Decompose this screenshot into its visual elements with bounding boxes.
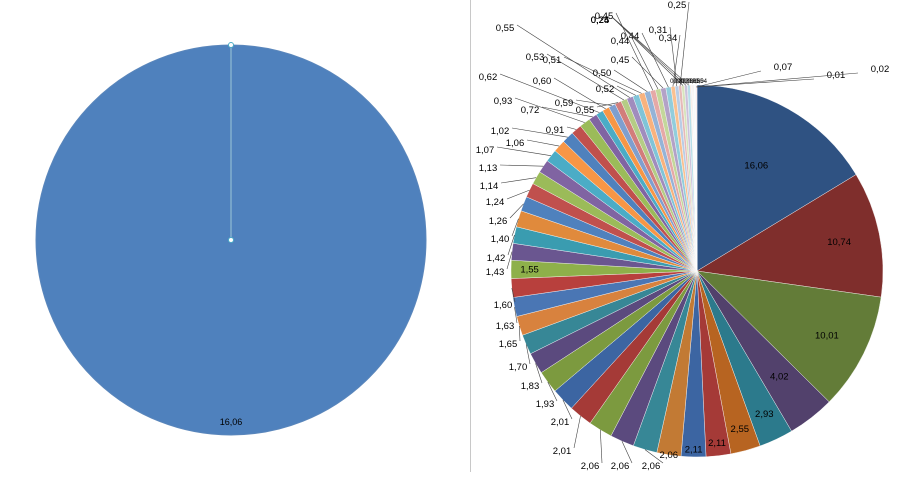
data-label-10: 2,06	[611, 461, 630, 472]
data-label-35: 0,60	[533, 76, 552, 87]
leader-line-62	[697, 79, 814, 87]
data-label-4: 2,93	[755, 409, 774, 420]
data-label-1: 10,74	[827, 237, 851, 248]
data-label-5: 2,55	[731, 424, 750, 435]
data-label-11: 2,06	[581, 461, 600, 472]
data-label-14: 1,93	[536, 399, 555, 410]
data-label-33: 0,72	[521, 105, 540, 116]
data-label-9: 2,06	[642, 461, 661, 472]
data-label-26: 1,14	[480, 181, 499, 192]
data-label-36: 0,59	[555, 98, 574, 109]
leader-line-49	[680, 2, 689, 86]
leader-line-29	[527, 140, 559, 146]
data-label-3: 4,02	[770, 372, 789, 383]
selection-handle	[229, 43, 234, 48]
leader-line-43	[616, 13, 653, 90]
data-label-29: 1,06	[506, 138, 525, 149]
data-label-41: 0,51	[543, 55, 562, 66]
data-label-39: 0,55	[496, 23, 515, 34]
leader-line-31	[567, 127, 576, 130]
data-label-0: 16,06	[744, 161, 768, 172]
data-label-2: 10,01	[815, 331, 839, 342]
data-label-24: 1,26	[489, 216, 508, 227]
data-label: 16,06	[220, 417, 243, 427]
data-label-60: 0,04	[695, 79, 707, 85]
data-label-22: 1,42	[487, 253, 506, 264]
data-label-12: 2,01	[553, 446, 572, 457]
data-label-21: 1,43	[486, 267, 505, 278]
leader-line-12	[574, 416, 581, 448]
data-label-38: 0,53	[526, 52, 545, 63]
data-label-45: 0,45	[611, 55, 630, 66]
data-label-61: 0,07	[774, 62, 793, 73]
selection-handle	[229, 238, 234, 243]
data-label-63: 0,02	[871, 64, 890, 75]
leader-line-11	[600, 430, 602, 463]
panel-divider	[470, 0, 471, 472]
data-label-19: 1,60	[494, 300, 513, 311]
data-label-18: 1,63	[496, 321, 515, 332]
leader-line-44	[632, 38, 658, 89]
pie-chart-right: 16,0610,7410,014,022,932,552,112,112,062…	[476, 0, 890, 472]
data-label-8: 2,06	[660, 450, 679, 461]
data-label-28: 1,07	[476, 145, 495, 156]
data-label-6: 2,11	[708, 438, 726, 449]
data-label-34: 0,62	[479, 72, 498, 83]
data-label-49: 0,25	[668, 0, 687, 11]
data-label-40: 0,52	[596, 84, 615, 95]
data-label-7: 2,11	[685, 445, 703, 456]
data-label-17: 1,65	[499, 339, 518, 350]
data-label-48: 0,31	[649, 25, 668, 36]
leader-line-26	[501, 178, 536, 183]
data-label-31: 0,91	[546, 125, 565, 136]
data-label-52: 0,24	[591, 15, 610, 26]
data-label-16: 1,70	[509, 362, 528, 373]
leader-line-50	[612, 17, 683, 86]
data-label-23: 1,40	[491, 234, 510, 245]
data-label-27: 1,13	[479, 163, 498, 174]
data-label-25: 1,24	[486, 197, 505, 208]
data-label-13: 2,01	[551, 417, 570, 428]
data-label-15: 1,83	[521, 381, 540, 392]
leader-line-40	[617, 86, 636, 95]
data-label-30: 1,02	[491, 126, 510, 137]
data-label-20: 1,55	[520, 265, 539, 276]
leader-line-27	[500, 165, 543, 166]
data-label-42: 0,50	[593, 68, 612, 79]
data-label-37: 0,55	[576, 105, 595, 116]
data-label-32: 0,93	[494, 96, 513, 107]
pie-chart-left: 16,06	[36, 43, 426, 436]
